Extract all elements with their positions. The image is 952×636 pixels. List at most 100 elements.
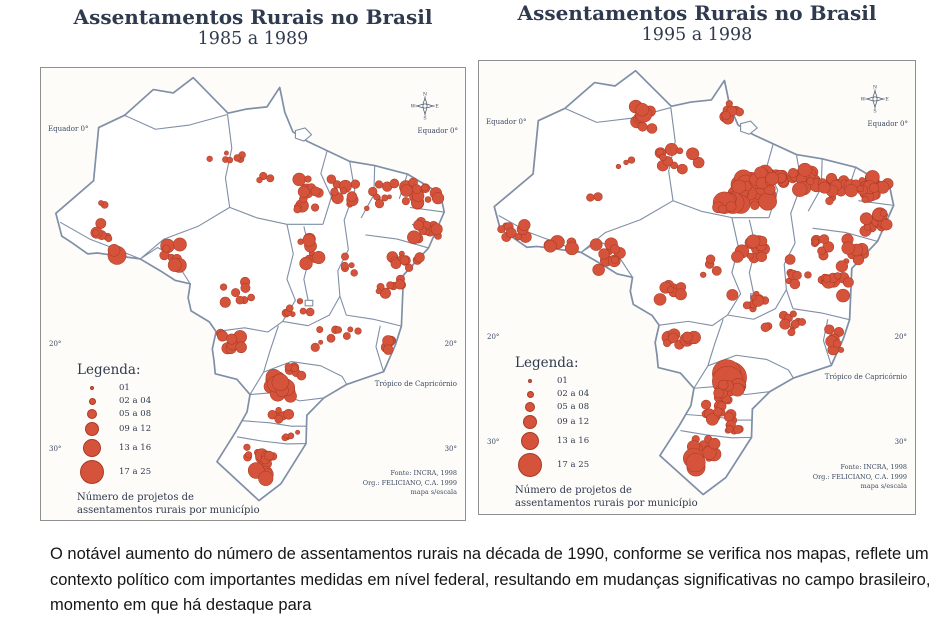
settlement-dot — [615, 163, 622, 170]
settlement-dot — [167, 258, 182, 272]
settlement-dot — [389, 178, 400, 189]
settlement-dot — [610, 255, 620, 264]
equator-label-left: Equador 0° — [486, 118, 527, 126]
settlement-dot — [646, 123, 658, 134]
settlement-dot — [760, 322, 771, 332]
settlement-dot — [326, 174, 336, 184]
settlement-dot — [341, 252, 349, 261]
lat20-label-right: 20° — [444, 340, 457, 348]
legend-dotbox — [515, 453, 545, 477]
map-frame-1995: Equador 0° Equador 0° 20° 20° 30° 30° Tr… — [478, 60, 916, 515]
compass-rose-icon: N S E W — [861, 85, 889, 113]
lat20-label-left: 20° — [487, 333, 500, 341]
map-subtitle: 1985 a 1989 — [197, 29, 309, 49]
settlement-dot — [390, 258, 402, 270]
legend-size-dot — [518, 453, 542, 477]
settlement-dot — [374, 180, 384, 189]
settlement-dot — [330, 187, 339, 196]
settlement-dot — [725, 201, 737, 212]
legend-dotbox — [77, 460, 107, 484]
settlement-dot — [852, 254, 865, 266]
settlement-dot — [765, 172, 780, 186]
legend-dotbox — [77, 386, 107, 390]
source-line: Org.: FELICIANO, C.A. 1999 — [812, 472, 907, 481]
legend-size-dot — [85, 422, 99, 436]
settlement-dot — [841, 241, 855, 255]
legend-dotbox — [77, 397, 107, 405]
legend-item: 05 a 08 — [77, 409, 272, 419]
settlement-dot — [267, 409, 278, 420]
legend-item: 13 a 16 — [515, 432, 710, 450]
settlement-dot — [792, 182, 808, 197]
settlement-dot — [825, 196, 834, 206]
map-subtitle: 1995 a 1998 — [641, 25, 753, 45]
settlement-dot — [312, 250, 326, 265]
settlement-dot — [817, 246, 826, 256]
legend-size-dot — [528, 379, 532, 383]
settlement-dot — [293, 205, 302, 214]
legend-items: 01 02 a 04 05 a 08 09 a 12 13 a 16 17 a 25 — [515, 376, 710, 477]
legend-size-dot — [83, 439, 101, 457]
settlement-dot — [598, 248, 610, 260]
marajo-island — [740, 120, 758, 135]
settlement-dot — [518, 219, 531, 231]
settlement-dot — [243, 443, 251, 451]
settlement-dot — [880, 218, 893, 231]
settlement-dot — [258, 470, 274, 486]
settlement-dot — [674, 288, 687, 301]
settlement-dot — [713, 407, 723, 417]
legend: Legenda: 01 02 a 04 05 a 08 09 a 12 13 a 16 1… — [77, 362, 272, 517]
settlement-dot — [275, 407, 282, 414]
legend-caption: Número de projetos de assentamentos rura… — [515, 485, 698, 509]
settlement-dot — [756, 251, 767, 263]
settlement-dot — [746, 252, 754, 260]
compass-s: S — [873, 109, 876, 113]
settlement-dot — [824, 324, 835, 335]
settlement-dot — [326, 333, 336, 343]
settlement-dot — [414, 252, 425, 263]
settlement-dot — [290, 364, 299, 372]
settlement-dot — [304, 175, 312, 183]
settlement-dot — [235, 295, 245, 305]
settlement-dot — [750, 200, 760, 210]
settlement-dot — [879, 209, 888, 217]
settlement-dot — [610, 244, 621, 254]
settlement-dot — [350, 179, 360, 189]
settlement-dot — [266, 174, 275, 183]
compass-n: N — [873, 85, 878, 91]
legend-label: 01 — [557, 376, 568, 386]
lat20-label-right: 20° — [894, 333, 907, 341]
legend-item: 09 a 12 — [77, 422, 272, 436]
settlement-dot — [635, 103, 650, 117]
map-title: Assentamentos Rurais no Brasil — [73, 5, 433, 29]
legend-size-dot — [88, 397, 96, 405]
settlement-dot — [310, 342, 320, 352]
settlement-dot — [806, 177, 815, 186]
settlement-dot — [705, 413, 719, 426]
settlement-dot — [676, 163, 688, 175]
settlement-dot — [364, 205, 370, 211]
settlement-dot — [287, 432, 295, 440]
settlement-dot — [726, 289, 739, 301]
settlement-dot — [297, 185, 310, 198]
settlement-dot — [310, 186, 321, 197]
settlement-dot — [497, 225, 506, 234]
legend-dotbox — [515, 379, 545, 383]
compass-e: E — [435, 104, 439, 110]
settlement-dots-layer — [497, 99, 894, 477]
source-line: Fonte: INCRA, 1998 — [840, 462, 907, 471]
settlement-dot — [226, 333, 238, 345]
settlement-dot — [637, 122, 648, 132]
map-frame-1985: Equador 0° Equador 0° 20° 20° 30° 30° Tr… — [40, 67, 466, 521]
legend-label: 09 a 12 — [119, 424, 152, 434]
lat30-label-right: 30° — [894, 438, 907, 446]
lat30-label-left: 30° — [49, 445, 62, 453]
settlement-dot — [718, 379, 729, 390]
settlement-dot — [245, 451, 253, 459]
settlement-dot — [593, 192, 603, 202]
settlement-dot — [623, 159, 629, 166]
settlement-dot — [835, 260, 848, 273]
settlement-dot — [283, 408, 295, 420]
settlement-dot — [721, 110, 731, 120]
legend-label: 17 a 25 — [557, 460, 590, 470]
